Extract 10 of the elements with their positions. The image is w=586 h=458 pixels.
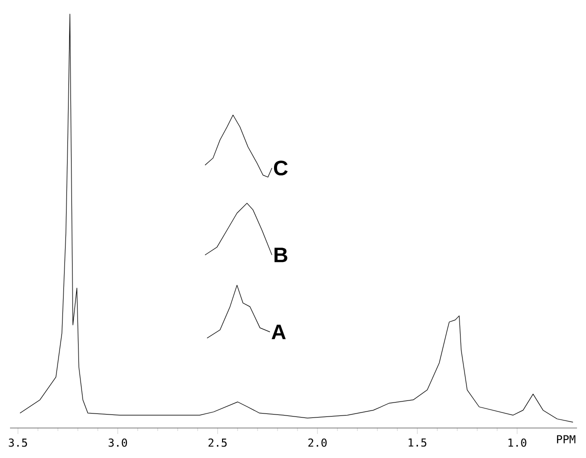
series-label: B — [274, 248, 288, 262]
x-tick-label: 3.0 — [108, 438, 127, 447]
x-axis-title: PPM — [557, 435, 576, 444]
x-tick-label: 1.5 — [408, 438, 426, 447]
series-label: C — [274, 160, 288, 176]
x-tick-label: 2.0 — [308, 438, 327, 447]
x-tick-label: 1.0 — [508, 438, 526, 447]
x-tick-label: 2.5 — [208, 438, 227, 447]
series-label: A — [272, 324, 286, 340]
x-tick-label: 3.5 — [8, 438, 27, 447]
